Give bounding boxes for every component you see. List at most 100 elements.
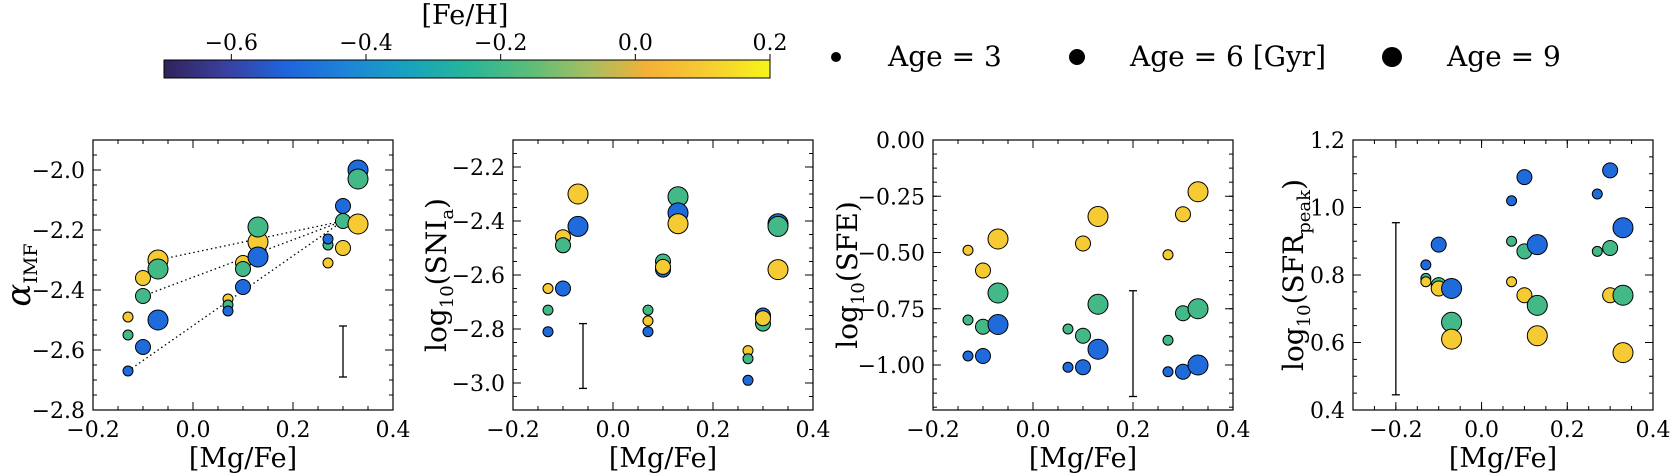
x-axis-label: [Mg/Fe] <box>609 443 717 474</box>
data-point <box>755 310 771 327</box>
data-point <box>742 353 754 365</box>
panel-log-sfr-peak: −0.2 0.0 0.2 0.4 0.4 0.6 0.8 1.0 1.2 [Mg/Fe] log10… <box>1277 129 1671 474</box>
y-tick-label: −2.4 <box>32 279 85 304</box>
data-point <box>742 374 754 386</box>
y-axis-label-sub2: a <box>437 209 458 220</box>
y-tick-label: −2.6 <box>452 264 505 289</box>
data-point <box>122 311 134 323</box>
data-point <box>1602 240 1619 256</box>
x-tick-label: −0.2 <box>486 418 539 443</box>
y-tick-label: 1.2 <box>1310 129 1345 154</box>
data-point <box>1526 294 1548 316</box>
y-tick-label: −2.0 <box>32 159 85 184</box>
y-axis-label-end: ) <box>1277 179 1310 190</box>
data-point <box>1075 235 1091 252</box>
data-point <box>1075 327 1091 344</box>
y-tick-label: 0.00 <box>876 129 925 154</box>
size-legend-marker-age6 <box>1069 49 1085 65</box>
y-axis-label-end: ) <box>420 198 453 209</box>
y-tick-label: −1.00 <box>858 354 925 379</box>
panel-alpha-imf: −0.2 0.0 0.2 0.4 −2.0 −2.2 −2.4 −2.6 −2.8 [Mg/Fe]… <box>0 139 411 474</box>
data-point <box>147 309 169 331</box>
data-point <box>1087 206 1109 227</box>
y-tick-label: 0.6 <box>1310 332 1345 357</box>
data-point <box>322 233 334 245</box>
y-axis-label: log10(SFE) <box>831 201 869 349</box>
data-point <box>767 259 789 281</box>
data-point <box>1516 169 1533 186</box>
data-point <box>542 283 554 294</box>
data-point <box>667 213 689 235</box>
data-point <box>335 240 351 256</box>
colorbar-tick-label: −0.2 <box>474 31 527 56</box>
data-point <box>1612 217 1634 239</box>
y-axis-label-main: α <box>0 284 39 307</box>
data-point <box>1602 162 1619 179</box>
y-tick-label: −2.4 <box>452 210 505 235</box>
y-axis-label: log10(SFRpeak) <box>1277 179 1315 371</box>
dotted-trend-line <box>127 220 344 372</box>
panel-log-sn1a: −0.2 0.0 0.2 0.4 −2.2 −2.4 −2.6 −2.8 −3.0 [Mg/Fe]… <box>420 139 831 474</box>
data-point <box>987 228 1009 250</box>
data-point <box>1526 234 1548 256</box>
x-tick-label: 0.4 <box>796 418 831 443</box>
y-tick-label: −0.50 <box>858 242 925 267</box>
data-point <box>1187 354 1209 376</box>
data-point <box>542 326 554 338</box>
data-point <box>1420 259 1432 271</box>
data-point <box>1062 361 1074 373</box>
y-tick-label: −0.25 <box>858 185 925 210</box>
data-point <box>1162 366 1174 378</box>
data-point <box>1526 325 1548 347</box>
x-axis-label: [Mg/Fe] <box>189 443 297 474</box>
x-tick-label: 0.4 <box>376 418 411 443</box>
x-tick-label: −0.2 <box>1369 418 1422 443</box>
y-axis-label-sub: IMF <box>20 243 42 283</box>
y-tick-label: 0.8 <box>1310 264 1345 289</box>
data-point <box>1175 206 1191 223</box>
data-point <box>135 339 151 355</box>
data-point <box>1187 181 1209 203</box>
data-point <box>347 213 369 235</box>
colorbar-gradient <box>163 59 771 79</box>
y-axis-label-sub: 10 <box>437 285 458 308</box>
x-tick-label: −0.2 <box>906 418 959 443</box>
data-point <box>642 315 654 327</box>
y-tick-label: −0.75 <box>858 298 925 323</box>
data-point <box>1162 334 1174 346</box>
data-point <box>235 261 251 277</box>
colorbar-tick-label: −0.6 <box>205 31 258 56</box>
x-tick-label: 0.2 <box>1116 418 1151 443</box>
x-tick-label: 0.0 <box>1016 418 1051 443</box>
x-tick-label: 0.0 <box>1464 418 1499 443</box>
x-axis-label: [Mg/Fe] <box>1029 443 1137 474</box>
data-point <box>1075 359 1091 376</box>
x-tick-label: 0.4 <box>1636 418 1671 443</box>
size-legend-marker-age9 <box>1382 47 1402 67</box>
y-axis-label-rest: (SFR <box>1277 233 1310 305</box>
colorbar-tick-label: −0.4 <box>339 31 392 56</box>
plot-frame <box>1352 139 1654 411</box>
data-point <box>987 282 1009 304</box>
data-point <box>1162 249 1174 261</box>
size-legend: Age = 3 Age = 6 [Gyr] Age = 9 <box>831 40 1561 73</box>
data-point <box>567 215 589 237</box>
x-tick-label: 0.4 <box>1216 418 1251 443</box>
colorbar-tick-label: 0.2 <box>753 31 788 56</box>
data-point <box>1506 276 1518 288</box>
data-point <box>122 329 134 341</box>
data-point <box>1187 298 1209 320</box>
data-point <box>247 216 269 238</box>
data-point <box>555 280 571 297</box>
data-point <box>1612 342 1634 364</box>
data-point <box>135 288 151 304</box>
colorbar-ticks: −0.6 −0.4 −0.2 0.0 0.2 <box>205 31 788 60</box>
data-point <box>322 257 334 269</box>
x-tick-label: −0.2 <box>66 418 119 443</box>
data-point <box>247 246 269 268</box>
y-axis-label-main: log <box>831 305 864 349</box>
data-point <box>1506 235 1518 247</box>
data-point <box>975 262 991 279</box>
y-tick-label: 0.4 <box>1310 399 1345 424</box>
y-axis-label: log10(SNIa) <box>420 198 458 352</box>
